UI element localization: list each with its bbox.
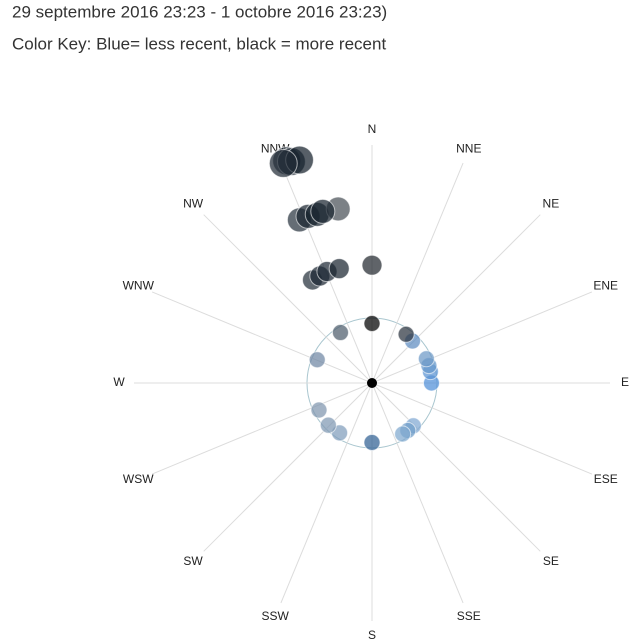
point [397, 325, 415, 343]
chart-subtitle: Color Key: Blue= less recent, black = mo… [12, 34, 386, 53]
direction-label: SW [183, 554, 203, 568]
spoke [203, 214, 373, 384]
point [308, 351, 326, 369]
point [417, 350, 435, 368]
direction-label: ESE [594, 472, 618, 486]
direction-label: E [621, 375, 629, 389]
direction-label: SSE [457, 609, 481, 623]
spoke [371, 291, 593, 384]
spoke [371, 382, 464, 604]
point [363, 315, 381, 332]
point [394, 425, 412, 443]
spoke [371, 162, 464, 384]
spoke [151, 382, 373, 475]
direction-label: SSW [262, 609, 290, 623]
direction-label: NE [543, 196, 560, 210]
spoke [371, 382, 541, 552]
point [319, 416, 337, 434]
direction-label: S [368, 628, 376, 642]
point [328, 258, 350, 280]
point [310, 401, 328, 419]
direction-label: WSW [123, 472, 154, 486]
direction-label: ENE [593, 278, 618, 292]
direction-label: WNW [123, 278, 155, 292]
point [331, 324, 349, 342]
point [363, 434, 381, 451]
spoke [280, 382, 373, 604]
spoke [371, 382, 593, 475]
direction-label: NNE [456, 141, 481, 155]
direction-label: W [113, 375, 125, 389]
spoke [371, 214, 541, 384]
point [268, 148, 298, 178]
center-dot [367, 378, 377, 388]
spoke [151, 291, 373, 384]
direction-label: N [368, 122, 377, 136]
direction-label: NW [183, 196, 204, 210]
point [361, 254, 383, 276]
chart-title: 29 septembre 2016 23:23 - 1 octobre 2016… [12, 2, 387, 21]
spoke [203, 382, 373, 552]
direction-label: SE [543, 554, 559, 568]
point [310, 198, 336, 224]
